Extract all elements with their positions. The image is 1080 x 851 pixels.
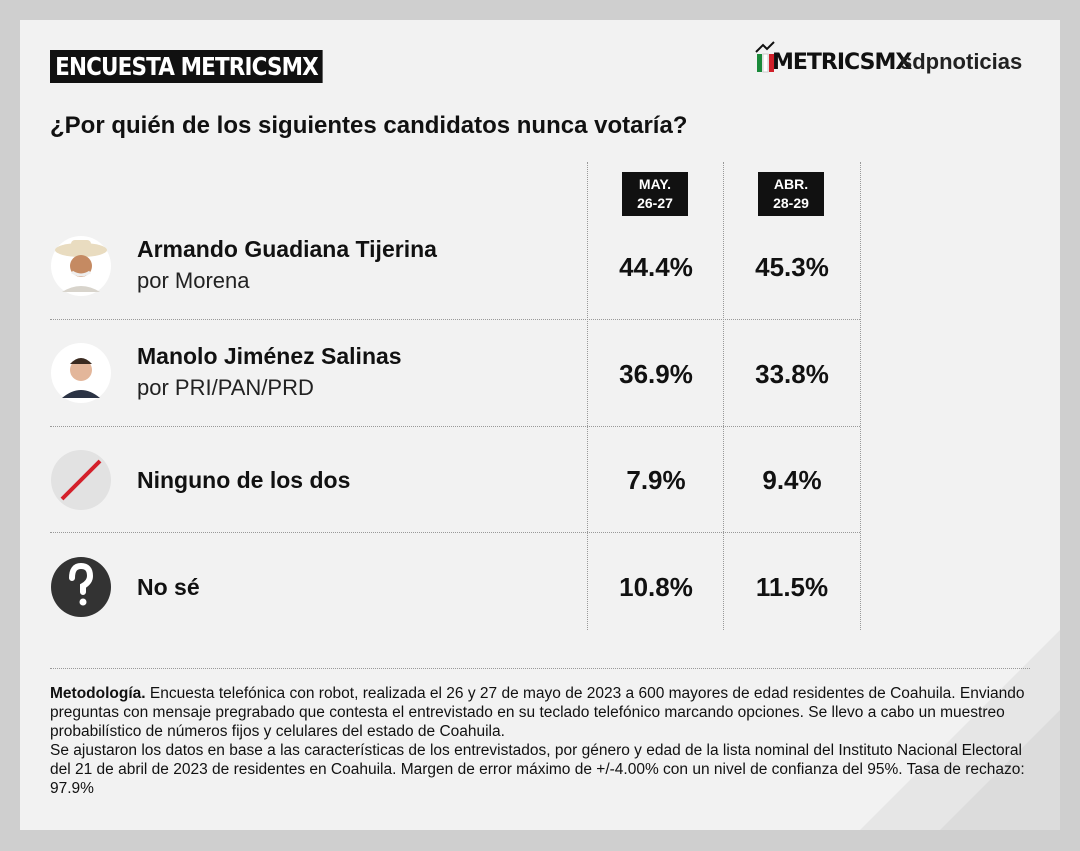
title: ENCUESTA METRICSMX	[50, 50, 323, 83]
methodology-paragraph: Se ajustaron los datos en base a las car…	[50, 741, 1035, 798]
methodology-text: Encuesta telefónica con robot, realizada…	[50, 685, 1025, 740]
option-name: No sé	[137, 574, 200, 600]
methodology-text: Se ajustaron los datos en base a las car…	[50, 742, 1025, 797]
row-divider	[50, 426, 860, 427]
column-dates: 28-29	[773, 195, 809, 211]
question: ¿Por quién de los siguientes candidatos …	[50, 112, 688, 139]
separator	[50, 668, 1030, 669]
column-header: MAY. 26-27	[622, 172, 688, 216]
value: 45.3%	[755, 252, 829, 282]
value: 33.8%	[755, 359, 829, 389]
column-label: MAY.	[638, 176, 672, 192]
value: 44.4%	[619, 252, 693, 282]
candidate-name: Armando Guadiana Tijerina	[137, 236, 437, 262]
option-name: Ninguno de los dos	[137, 467, 351, 493]
row-divider	[50, 532, 860, 533]
column-label: ABR.	[773, 176, 809, 192]
logo-metricsmx: METRICSMX	[772, 50, 912, 75]
candidate-name: Manolo Jiménez Salinas	[137, 343, 402, 369]
value: 9.4%	[762, 465, 822, 495]
column-divider	[587, 162, 588, 630]
card: ENCUESTA METRICSMX METRICSMX sdpnoticias…	[20, 20, 1060, 830]
row-divider	[50, 319, 860, 320]
logo-sdpnoticias: sdpnoticias	[900, 49, 1023, 74]
logo-icon	[755, 41, 775, 73]
candidate-party: por Morena	[137, 268, 250, 293]
column-divider	[860, 162, 861, 630]
value: 7.9%	[626, 465, 686, 495]
value: 10.8%	[619, 572, 693, 602]
column-header: ABR. 28-29	[758, 172, 824, 216]
column-divider	[723, 162, 724, 630]
candidate-party: por PRI/PAN/PRD	[137, 375, 314, 400]
decor	[860, 630, 1060, 830]
methodology: Metodología. Encuesta telefónica con rob…	[50, 684, 1035, 798]
value: 36.9%	[619, 359, 693, 389]
row-icons	[51, 236, 111, 617]
column-dates: 26-27	[637, 195, 673, 211]
value: 11.5%	[755, 572, 829, 602]
methodology-paragraph: Metodología. Encuesta telefónica con rob…	[50, 684, 1035, 741]
methodology-label: Metodología.	[50, 685, 146, 702]
